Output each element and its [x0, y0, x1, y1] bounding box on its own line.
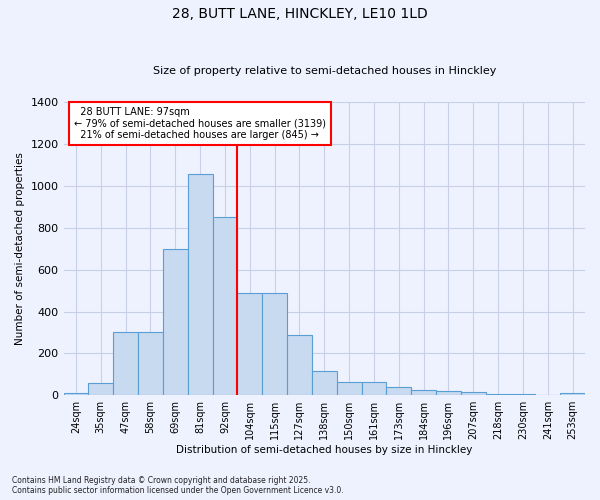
- Text: 28, BUTT LANE, HINCKLEY, LE10 1LD: 28, BUTT LANE, HINCKLEY, LE10 1LD: [172, 8, 428, 22]
- Bar: [535, 394, 560, 395]
- Bar: [238, 292, 262, 395]
- Bar: [485, 394, 511, 395]
- Bar: [411, 390, 436, 395]
- Bar: [461, 392, 485, 395]
- Bar: [312, 371, 337, 395]
- Bar: [163, 248, 188, 395]
- Bar: [337, 382, 362, 395]
- Text: Contains HM Land Registry data © Crown copyright and database right 2025.
Contai: Contains HM Land Registry data © Crown c…: [12, 476, 344, 495]
- Bar: [511, 394, 535, 395]
- Bar: [560, 393, 585, 395]
- Bar: [138, 332, 163, 395]
- Bar: [287, 334, 312, 395]
- Bar: [362, 382, 386, 395]
- Y-axis label: Number of semi-detached properties: Number of semi-detached properties: [15, 152, 25, 345]
- Bar: [436, 391, 461, 395]
- Bar: [212, 218, 238, 395]
- Bar: [386, 387, 411, 395]
- Bar: [113, 332, 138, 395]
- Bar: [262, 292, 287, 395]
- Bar: [188, 174, 212, 395]
- Text: 28 BUTT LANE: 97sqm
← 79% of semi-detached houses are smaller (3139)
  21% of se: 28 BUTT LANE: 97sqm ← 79% of semi-detach…: [74, 106, 326, 140]
- X-axis label: Distribution of semi-detached houses by size in Hinckley: Distribution of semi-detached houses by …: [176, 445, 472, 455]
- Title: Size of property relative to semi-detached houses in Hinckley: Size of property relative to semi-detach…: [152, 66, 496, 76]
- Bar: [88, 382, 113, 395]
- Bar: [64, 393, 88, 395]
